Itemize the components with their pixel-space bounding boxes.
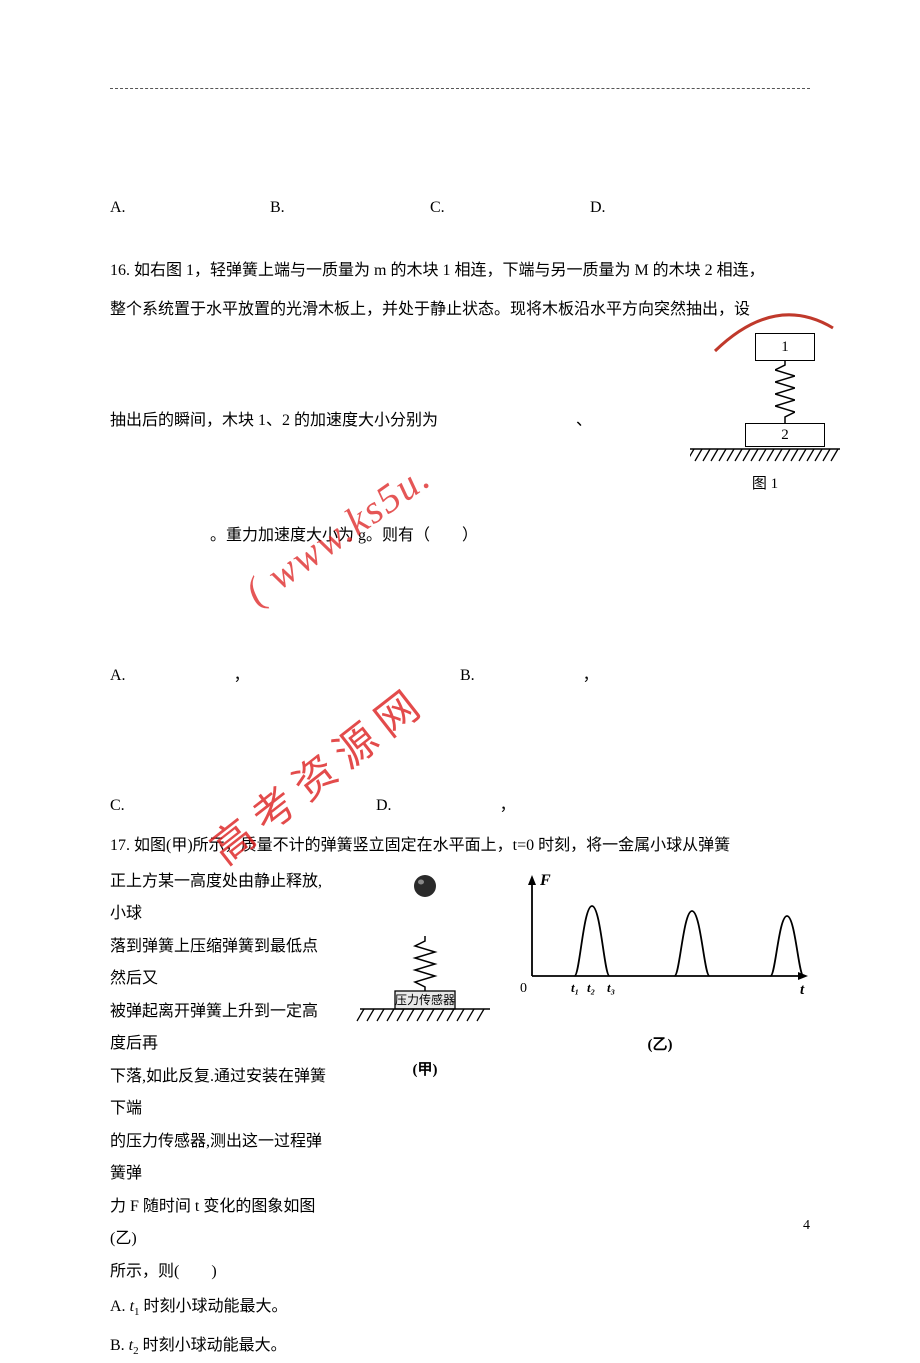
q16-opt-b-label: B. xyxy=(460,667,475,684)
q15-options-row: A. B. C. D. xyxy=(110,190,810,225)
q17-intro: 17. 如图(甲)所示，质量不计的弹簧竖立固定在水平面上，t=0 时刻，将一金属… xyxy=(110,828,810,863)
q16-option-a: A. ， xyxy=(110,658,460,693)
q16-opt-d-comma: ， xyxy=(500,797,516,814)
svg-text:t: t xyxy=(800,982,805,998)
q16-comma: 、 xyxy=(576,412,592,429)
q16-block2: 2 xyxy=(745,423,825,447)
q16-text-line3: 。重力加速度大小为 g。则有（ ） xyxy=(210,518,810,553)
q16-figure-caption: 图 1 xyxy=(700,468,830,501)
q16-figure: 1 2 图 1 xyxy=(700,323,830,513)
q17-jia-caption: (甲) xyxy=(340,1054,510,1087)
q17-textline-3: 下落,如此反复.通过安装在弹簧下端 xyxy=(110,1061,332,1125)
q16-line2-text: 抽出后的瞬间，木块 1、2 的加速度大小分别为 xyxy=(110,412,438,429)
svg-text:t₃: t₃ xyxy=(607,980,615,995)
q16-opt-a-comma: ， xyxy=(234,667,250,684)
q17-a-pre: A. xyxy=(110,1298,130,1315)
q16-opt-a-label: A. xyxy=(110,667,126,684)
page-number: 4 xyxy=(803,1211,810,1242)
q17-textline-1: 落到弹簧上压缩弹簧到最低点然后又 xyxy=(110,931,332,995)
q16-opt-c-label: C. xyxy=(110,797,125,814)
q17-yi-svg: Ft 0 t₁ t₂ t₃ xyxy=(510,871,810,1011)
option-c-label: C. xyxy=(430,190,590,225)
q16-option-c: C. xyxy=(110,788,376,823)
q17-text-column: 正上方某一高度处由静止释放,小球 落到弹簧上压缩弹簧到最低点然后又 被弹起离开弹… xyxy=(110,866,340,1289)
svg-text:t₁: t₁ xyxy=(571,980,579,995)
q16-block1: 1 xyxy=(755,333,815,361)
q17-textline-6: 所示，则( ) xyxy=(110,1256,332,1288)
question-17: 17. 如图(甲)所示，质量不计的弹簧竖立固定在水平面上，t=0 时刻，将一金属… xyxy=(110,828,810,1363)
q17-option-b: B. t2 时刻小球动能最大。 xyxy=(110,1328,810,1363)
sensor-label: 压力传感器 xyxy=(395,992,455,1007)
question-16: 16. 如右图 1，轻弹簧上端与一质量为 m 的木块 1 相连，下端与另一质量为… xyxy=(110,253,810,823)
q16-spring xyxy=(775,361,795,423)
q17-figure-jia: 压力传感器 (甲) xyxy=(340,866,510,1289)
q16-block2-label: 2 xyxy=(781,427,789,443)
option-b-label: B. xyxy=(270,190,430,225)
header-rule xyxy=(110,88,810,89)
q17-figure-yi: Ft 0 t₁ t₂ t₃ (乙) xyxy=(510,866,810,1289)
q17-a-post: 时刻小球动能最大。 xyxy=(140,1298,288,1315)
q16-block1-label: 1 xyxy=(781,339,789,355)
q16-options-ab: A. ， B. ， xyxy=(110,658,810,693)
q16-option-d: D. ， xyxy=(376,788,516,823)
q17-textline-0: 正上方某一高度处由静止释放,小球 xyxy=(110,866,332,930)
q17-figures: 压力传感器 (甲) Ft 0 t₁ t₂ t₃ (乙) xyxy=(340,866,810,1289)
q16-opt-b-comma: ， xyxy=(583,667,599,684)
q16-text-line1: 16. 如右图 1，轻弹簧上端与一质量为 m 的木块 1 相连，下端与另一质量为… xyxy=(110,253,810,288)
q16-options-cd: C. D. ， xyxy=(110,788,810,823)
q17-option-a: A. t1 时刻小球动能最大。 xyxy=(110,1289,810,1324)
q16-option-b: B. ， xyxy=(460,658,810,693)
q17-textline-2: 被弹起离开弹簧上升到一定高度后再 xyxy=(110,996,332,1060)
svg-text:t₂: t₂ xyxy=(587,980,595,995)
q17-textline-5: 力 F 随时间 t 变化的图象如图(乙) xyxy=(110,1191,332,1255)
q16-ground xyxy=(690,447,840,467)
svg-text:F: F xyxy=(539,872,551,889)
q17-b-post: 时刻小球动能最大。 xyxy=(139,1337,287,1354)
q17-body: 正上方某一高度处由静止释放,小球 落到弹簧上压缩弹簧到最低点然后又 被弹起离开弹… xyxy=(110,866,810,1289)
q16-opt-d-label: D. xyxy=(376,797,392,814)
option-d-label: D. xyxy=(590,190,750,225)
q17-b-pre: B. xyxy=(110,1337,129,1354)
q17-jia-svg: 压力传感器 xyxy=(350,871,500,1036)
q17-yi-caption: (乙) xyxy=(510,1029,810,1062)
q17-textline-4: 的压力传感器,测出这一过程弹簧弹 xyxy=(110,1126,332,1190)
svg-text:0: 0 xyxy=(520,981,527,996)
option-a-label: A. xyxy=(110,190,270,225)
